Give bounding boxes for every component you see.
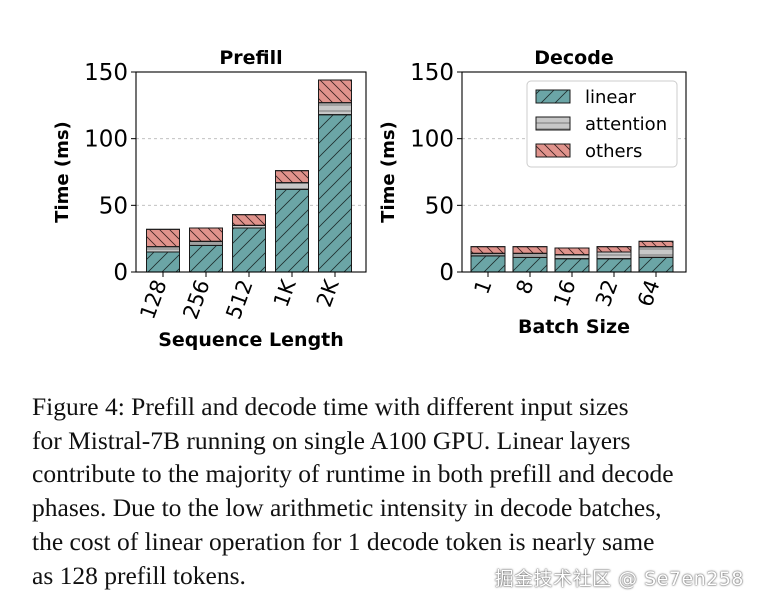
bar-linear-hatch [275, 188, 309, 273]
bar-others-hatch [638, 240, 674, 248]
y-tick-label: 150 [84, 60, 128, 86]
legend-label-others: others [585, 141, 642, 162]
figure-caption: Figure 4: Prefill and decode time with d… [32, 390, 722, 592]
axes-frame [461, 71, 687, 273]
axes-frame [135, 71, 367, 273]
caption-line: as 128 prefill tokens. [32, 560, 246, 590]
caption-line: the cost of linear operation for 1 decod… [32, 526, 655, 556]
bar-linear-hatch [318, 114, 352, 273]
x-tick-label: 8 [512, 277, 539, 298]
legend-swatch-hatch [535, 89, 571, 104]
y-tick-label: 100 [410, 127, 454, 153]
bar-others-hatch [596, 246, 632, 253]
x-tick-label: 256 [178, 277, 214, 323]
bar-attention-hatch [554, 254, 590, 260]
bar-others-hatch [512, 246, 548, 254]
bar-others-hatch [554, 247, 590, 256]
caption-line: phases. Due to the low arithmetic intens… [32, 493, 662, 523]
bar-others-hatch [470, 246, 506, 254]
bar-linear-hatch [470, 255, 506, 273]
bar-linear-hatch [189, 244, 223, 273]
x-axis-label: Sequence Length [158, 329, 344, 351]
x-tick-label: 1 [470, 277, 497, 298]
bar-others-hatch [275, 170, 309, 184]
legend-swatch-hatch [535, 116, 571, 131]
legend-swatch-hatch [535, 143, 571, 158]
caption-line: contribute to the majority of runtime in… [32, 459, 674, 489]
bar-attention-hatch [275, 182, 309, 190]
x-axis-label: Batch Size [518, 316, 630, 338]
bar-attention-hatch [596, 251, 632, 260]
bar-others-hatch [146, 228, 180, 248]
y-tick-label: 150 [410, 60, 454, 86]
x-tick-label: 64 [633, 277, 665, 310]
y-tick-label: 0 [439, 260, 454, 286]
bar-attention-hatch [189, 240, 223, 246]
bar-attention-hatch [146, 246, 180, 253]
x-tick-label: 16 [549, 277, 581, 310]
x-tick-label: 32 [591, 277, 623, 310]
y-axis-label: Time (ms) [52, 121, 73, 223]
caption-line: for Mistral-7B running on single A100 GP… [32, 425, 631, 455]
chart-title: Decode [534, 47, 613, 69]
bar-linear-hatch [146, 251, 180, 273]
bar-linear-hatch [596, 258, 632, 273]
y-tick-label: 0 [113, 260, 128, 286]
x-tick-label: 512 [221, 277, 257, 323]
y-tick-label: 50 [99, 193, 128, 219]
legend: linear attention others [526, 80, 678, 168]
bar-attention-hatch [512, 252, 548, 258]
bar-attention-hatch [318, 102, 352, 116]
bar-linear-hatch [554, 258, 590, 273]
bar-linear-hatch [512, 256, 548, 273]
x-tick-label: 1K [269, 275, 301, 310]
bar-linear-hatch [232, 227, 266, 273]
legend-label-attention: attention [585, 114, 667, 135]
watermark: 掘金技术社区 @ Se7en258 [494, 568, 744, 590]
bar-others-hatch [189, 227, 223, 242]
bar-others-hatch [318, 79, 352, 104]
bar-others-hatch [232, 214, 266, 226]
y-tick-label: 100 [84, 127, 128, 153]
y-axis-label: Time (ms) [378, 121, 399, 223]
y-tick-label: 50 [425, 193, 454, 219]
chart-title: Prefill [219, 47, 282, 69]
x-tick-label: 2K [312, 275, 344, 310]
bar-attention-hatch [638, 246, 674, 258]
legend-label-linear: linear [585, 87, 637, 108]
caption-line: Figure 4: Prefill and decode time with d… [32, 392, 629, 421]
panel-prefill: 128 256 512 1K 2K 0 50 100 150 Prefill Time (ms) Se… [52, 47, 367, 351]
bar-linear-hatch [638, 256, 674, 273]
x-tick-label: 128 [135, 277, 171, 323]
